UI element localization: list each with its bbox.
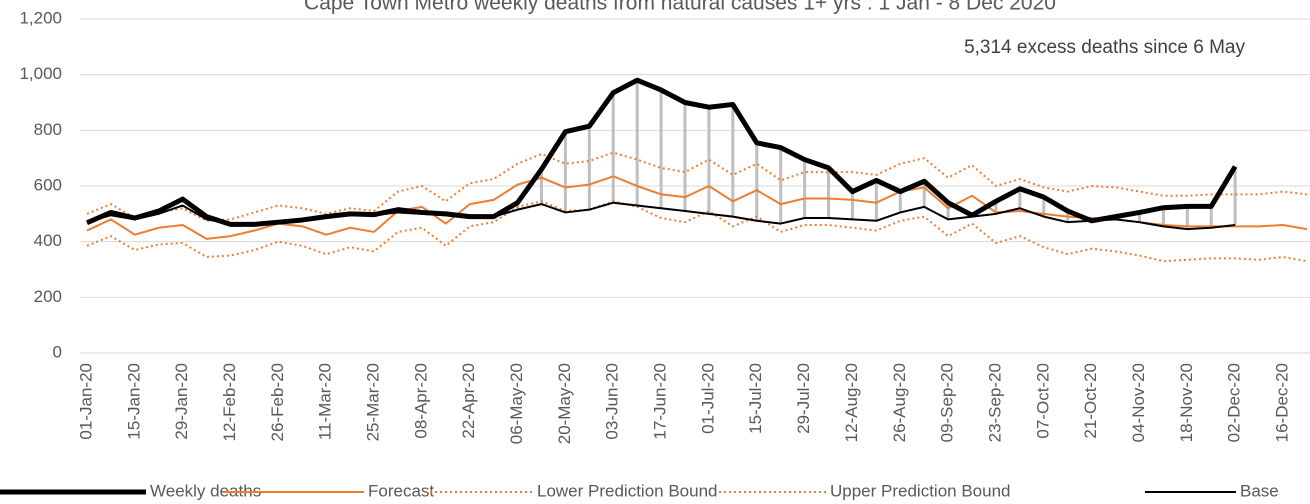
x-tick-label: 01-Jan-20 — [76, 363, 95, 440]
x-tick-label: 11-Mar-20 — [316, 363, 335, 440]
x-tick-label: 02-Dec-20 — [1225, 363, 1244, 442]
y-tick-label: 800 — [34, 120, 62, 139]
legend-label: Forecast — [368, 481, 434, 500]
series-line — [86, 151, 1308, 222]
y-tick-label: 0 — [53, 342, 62, 361]
x-tick-label: 29-Jan-20 — [172, 363, 191, 440]
y-tick-label: 600 — [34, 175, 62, 194]
legend-label: Upper Prediction Bound — [830, 481, 1011, 500]
x-tick-label: 21-Oct-20 — [1081, 363, 1100, 439]
x-tick-label: 09-Sep-20 — [938, 363, 957, 442]
x-tick-label: 16-Dec-20 — [1272, 363, 1291, 442]
x-tick-label: 15-Jul-20 — [746, 363, 765, 434]
annotation: 5,314 excess deaths since 6 May — [964, 37, 1245, 58]
x-tick-label: 04-Nov-20 — [1129, 363, 1148, 442]
y-tick-label: 1,200 — [19, 8, 62, 27]
legend-label: Base — [1240, 481, 1279, 500]
x-tick-label: 26-Aug-20 — [890, 363, 909, 442]
x-tick-label: 22-Apr-20 — [459, 363, 478, 439]
y-tick-label: 400 — [34, 231, 62, 250]
legend-label: Lower Prediction Bound — [537, 481, 718, 500]
series-line — [86, 200, 1308, 263]
chart-title: Cape Town Metro weekly deaths from natur… — [304, 0, 1056, 15]
x-tick-label: 07-Oct-20 — [1033, 363, 1052, 439]
x-tick-label: 29-Jul-20 — [794, 363, 813, 434]
y-tick-label: 200 — [34, 287, 62, 306]
x-tick-label: 23-Sep-20 — [985, 363, 1004, 442]
x-tick-label: 25-Mar-20 — [364, 363, 383, 441]
x-tick-label: 03-Jun-20 — [603, 363, 622, 440]
x-tick-label: 18-Nov-20 — [1177, 363, 1196, 442]
x-tick-label: 12-Feb-20 — [220, 363, 239, 441]
series-line — [86, 77, 1238, 227]
x-tick-label: 01-Jul-20 — [698, 363, 717, 434]
y-tick-label: 1,000 — [19, 64, 62, 83]
x-tick-label: 17-Jun-20 — [651, 363, 670, 440]
x-tick-label: 26-Feb-20 — [268, 363, 287, 441]
legend-label: Weekly deaths — [150, 481, 261, 500]
x-tick-label: 20-May-20 — [555, 363, 574, 444]
x-tick-label: 12-Aug-20 — [842, 363, 861, 442]
x-tick-label: 15-Jan-20 — [124, 363, 143, 440]
x-tick-label: 06-May-20 — [507, 363, 526, 444]
x-tick-label: 08-Apr-20 — [411, 363, 430, 439]
